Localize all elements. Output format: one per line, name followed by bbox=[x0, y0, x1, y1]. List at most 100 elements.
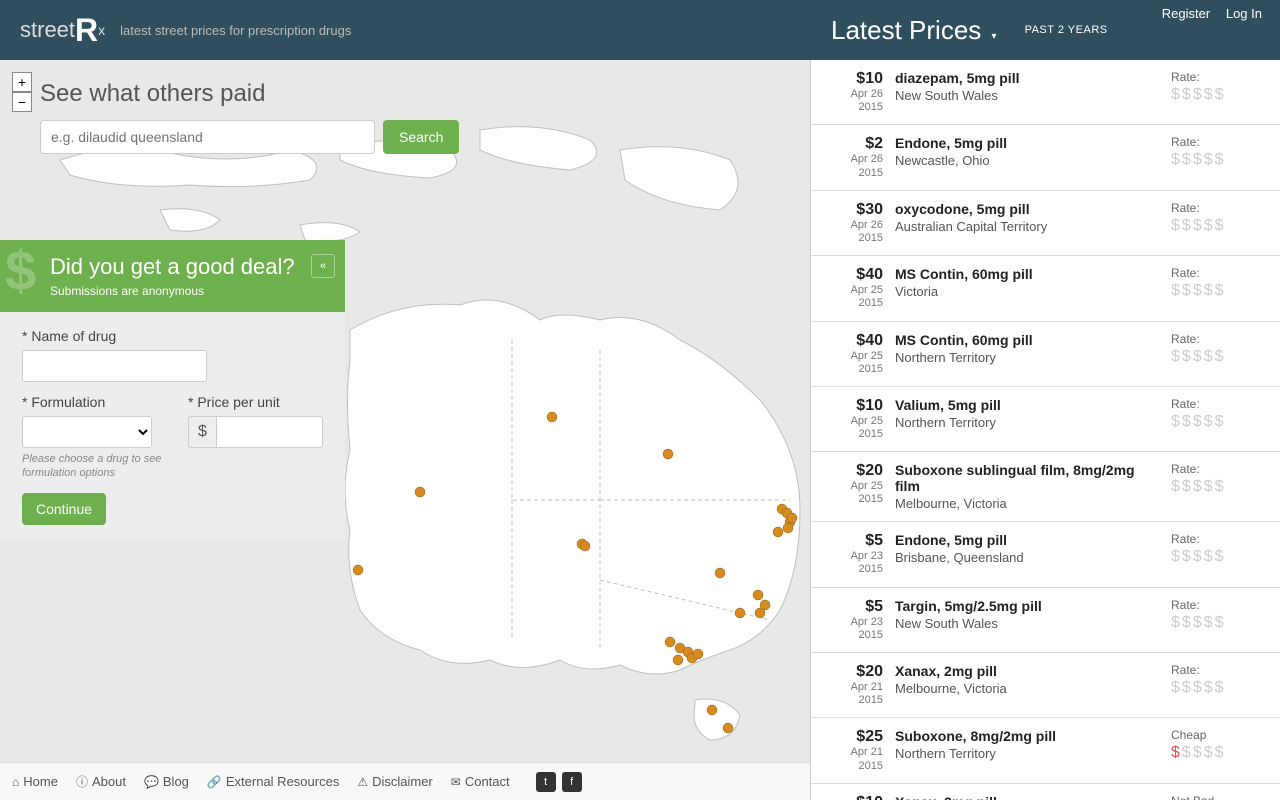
sidebar-filter[interactable]: PAST 2 YEARS bbox=[1025, 24, 1108, 36]
rate-dollars[interactable]: $$$$$ bbox=[1171, 548, 1266, 566]
price: $30 bbox=[825, 201, 883, 219]
location: Newcastle, Ohio bbox=[895, 153, 1163, 168]
drug-input[interactable] bbox=[22, 350, 207, 382]
map-pin[interactable] bbox=[707, 705, 717, 715]
price-row[interactable]: $25Apr 212015Suboxone, 8mg/2mg pillNorth… bbox=[811, 718, 1280, 783]
rate-dollars[interactable]: $$$$$ bbox=[1171, 679, 1266, 697]
nav-contact[interactable]: ✉Contact bbox=[451, 774, 510, 789]
price-row[interactable]: $5Apr 232015Endone, 5mg pillBrisbane, Qu… bbox=[811, 522, 1280, 587]
price-row[interactable]: $40Apr 252015MS Contin, 60mg pillVictori… bbox=[811, 256, 1280, 321]
rate-col[interactable]: Rate:$$$$$ bbox=[1171, 332, 1266, 376]
nav-resources[interactable]: 🔗External Resources bbox=[207, 774, 339, 789]
sidebar-title[interactable]: Latest Prices ▾ bbox=[831, 15, 997, 46]
map-pin[interactable] bbox=[580, 541, 590, 551]
twitter-icon[interactable]: t bbox=[536, 772, 556, 792]
rate-dollars[interactable]: $$$$$ bbox=[1171, 744, 1266, 762]
price-col: $10Apr 252015 bbox=[825, 397, 895, 441]
map-pin[interactable] bbox=[693, 649, 703, 659]
info-col: Xanax, 2mg pillMelbourne, Victoria bbox=[895, 663, 1171, 707]
map-pin[interactable] bbox=[547, 412, 557, 422]
rate-col[interactable]: Rate:$$$$$ bbox=[1171, 201, 1266, 245]
rate-col[interactable]: Rate:$$$$$ bbox=[1171, 598, 1266, 642]
rate-dollars[interactable]: $$$$$ bbox=[1171, 614, 1266, 632]
location: Victoria bbox=[895, 284, 1163, 299]
date: Apr 262015 bbox=[825, 219, 883, 245]
zoom-out-button[interactable]: − bbox=[12, 92, 32, 112]
rate-col[interactable]: Cheap $$$$$ bbox=[1171, 728, 1266, 772]
map-pin[interactable] bbox=[773, 527, 783, 537]
rate-label: Rate: bbox=[1171, 663, 1266, 677]
nav-disclaimer[interactable]: ⚠Disclaimer bbox=[357, 774, 432, 789]
price-row[interactable]: $2Apr 262015Endone, 5mg pillNewcastle, O… bbox=[811, 125, 1280, 190]
home-icon: ⌂ bbox=[12, 775, 19, 789]
price: $20 bbox=[825, 462, 883, 480]
drug-name: Xanax, 2mg pill bbox=[895, 663, 1163, 679]
rate-col[interactable]: Rate: $$$$$ bbox=[1171, 663, 1266, 707]
link-icon: 🔗 bbox=[207, 775, 222, 789]
price-row[interactable]: $5Apr 232015Targin, 5mg/2.5mg pillNew So… bbox=[811, 588, 1280, 653]
nav-about[interactable]: ⓘAbout bbox=[76, 773, 126, 790]
price-row[interactable]: $20Apr 252015Suboxone sublingual film, 8… bbox=[811, 452, 1280, 522]
map-pin[interactable] bbox=[783, 523, 793, 533]
date: Apr 252015 bbox=[825, 284, 883, 310]
price-row[interactable]: $30Apr 262015oxycodone, 5mg pillAustrali… bbox=[811, 191, 1280, 256]
facebook-icon[interactable]: f bbox=[562, 772, 582, 792]
price-row[interactable]: $10Apr 262015diazepam, 5mg pillNew South… bbox=[811, 60, 1280, 125]
rate-dollars[interactable]: $$$$$ bbox=[1171, 86, 1266, 104]
map-pin[interactable] bbox=[715, 568, 725, 578]
rate-label: Rate: bbox=[1171, 135, 1266, 149]
rate-label: Rate: bbox=[1171, 532, 1266, 546]
map-pin[interactable] bbox=[735, 608, 745, 618]
zoom-in-button[interactable]: + bbox=[12, 72, 32, 92]
price-row[interactable]: $10Apr 212015Xanax, 2mg pillNew South Wa… bbox=[811, 784, 1280, 800]
price-row[interactable]: $40Apr 252015MS Contin, 60mg pillNorther… bbox=[811, 322, 1280, 387]
nav-blog[interactable]: 💬Blog bbox=[144, 774, 189, 789]
rate-col[interactable]: Rate:$$$$$ bbox=[1171, 397, 1266, 441]
price-input[interactable] bbox=[216, 416, 323, 448]
map-pin[interactable] bbox=[755, 608, 765, 618]
info-col: Targin, 5mg/2.5mg pillNew South Wales bbox=[895, 598, 1171, 642]
map[interactable]: + − See what others paid Search $ Did yo… bbox=[0, 60, 810, 800]
rate-col[interactable]: Rate:$$$$$ bbox=[1171, 266, 1266, 310]
rate-dollars[interactable]: $$$$$ bbox=[1171, 348, 1266, 366]
price: $40 bbox=[825, 332, 883, 350]
price-row[interactable]: $20Apr 212015Xanax, 2mg pillMelbourne, V… bbox=[811, 653, 1280, 718]
price: $20 bbox=[825, 663, 883, 681]
continue-button[interactable]: Continue bbox=[22, 493, 106, 525]
drug-name: Targin, 5mg/2.5mg pill bbox=[895, 598, 1163, 614]
price: $10 bbox=[825, 794, 883, 800]
login-link[interactable]: Log In bbox=[1226, 6, 1262, 21]
register-link[interactable]: Register bbox=[1162, 6, 1210, 21]
rate-label: Not Bad bbox=[1171, 794, 1266, 800]
rate-dollars[interactable]: $$$$$ bbox=[1171, 151, 1266, 169]
nav-home[interactable]: ⌂Home bbox=[12, 774, 58, 789]
rate-col[interactable]: Rate: $$$$$ bbox=[1171, 532, 1266, 576]
rate-label: Cheap bbox=[1171, 728, 1266, 742]
map-pin[interactable] bbox=[673, 655, 683, 665]
rate-dollars[interactable]: $$$$$ bbox=[1171, 413, 1266, 431]
rate-col[interactable]: Rate:$$$$$ bbox=[1171, 70, 1266, 114]
map-pin[interactable] bbox=[787, 513, 797, 523]
rate-dollars[interactable]: $$$$$ bbox=[1171, 478, 1266, 496]
mail-icon: ✉ bbox=[451, 775, 461, 789]
rate-col[interactable]: Rate: $$$$$ bbox=[1171, 462, 1266, 511]
map-pin[interactable] bbox=[723, 723, 733, 733]
price-row[interactable]: $10Apr 252015Valium, 5mg pillNorthern Te… bbox=[811, 387, 1280, 452]
formulation-select[interactable] bbox=[22, 416, 152, 448]
search-input[interactable] bbox=[40, 120, 375, 154]
map-pin[interactable] bbox=[353, 565, 363, 575]
rate-dollars[interactable]: $$$$$ bbox=[1171, 282, 1266, 300]
map-pin[interactable] bbox=[665, 637, 675, 647]
collapse-button[interactable]: « bbox=[311, 254, 335, 278]
rate-dollars[interactable]: $$$$$ bbox=[1171, 217, 1266, 235]
logo[interactable]: streetRx bbox=[20, 12, 105, 49]
rate-col[interactable]: Not Bad$$$$$ bbox=[1171, 794, 1266, 800]
map-pin[interactable] bbox=[415, 487, 425, 497]
rate-label: Rate: bbox=[1171, 462, 1266, 476]
search-button[interactable]: Search bbox=[383, 120, 459, 154]
map-pin[interactable] bbox=[753, 590, 763, 600]
map-pin[interactable] bbox=[663, 449, 673, 459]
rate-col[interactable]: Rate: $$$$$ bbox=[1171, 135, 1266, 179]
price-list[interactable]: $10Apr 262015diazepam, 5mg pillNew South… bbox=[811, 60, 1280, 800]
price: $5 bbox=[825, 598, 883, 616]
